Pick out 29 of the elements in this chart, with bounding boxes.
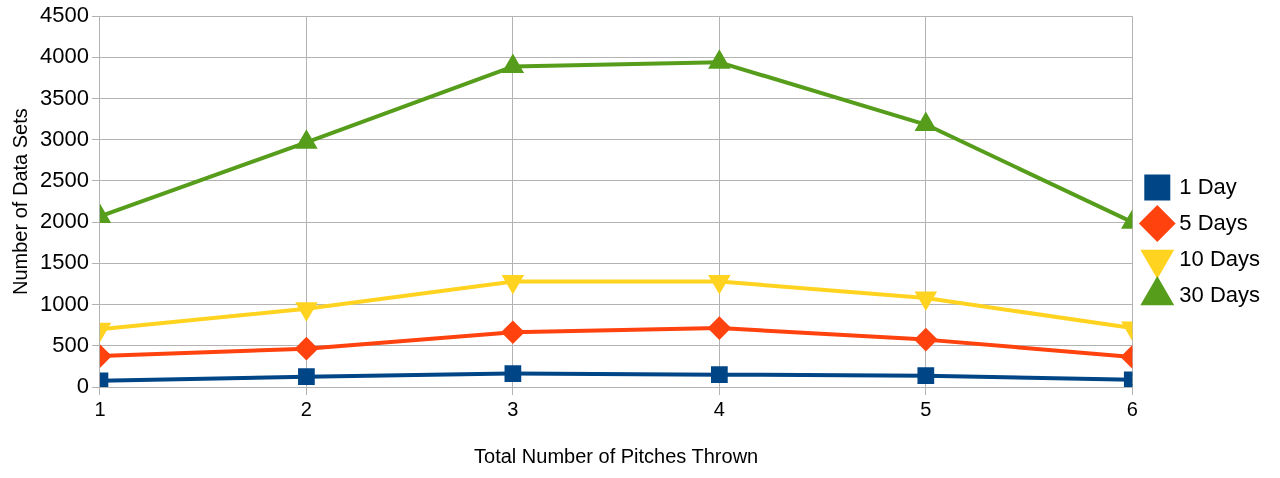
y-tick-label: 4000 [39,43,89,69]
y-tick-label: 1500 [39,249,89,275]
y-tick-label: 3000 [39,125,89,151]
point [708,317,731,340]
x-axis-title: Total Number of Pitches Thrown [474,444,759,467]
legend-label: 1 Day [1179,173,1237,199]
point [504,365,522,382]
x-tick-label: 2 [300,397,312,420]
y-tick-label: 2500 [39,167,89,193]
y-tick-label: 1000 [39,290,89,316]
point [503,55,523,73]
legend-label: 10 Days [1179,245,1261,271]
legend-label: 30 Days [1179,281,1261,307]
point [501,321,524,344]
y-tick-label: 0 [76,373,89,399]
x-tick-label: 1 [94,397,106,420]
x-tick-label: 4 [713,397,725,420]
point [914,111,936,132]
x-tick-label: 6 [1126,397,1138,420]
y-tick-label: 4500 [39,2,89,28]
y-tick-label: 3500 [39,84,89,110]
x-tick-label: 3 [507,397,519,420]
legend-label: 5 Days [1179,209,1248,235]
y-tick-label: 2000 [39,208,89,234]
point [710,366,728,383]
point [709,51,730,69]
y-tick-label: 500 [52,331,89,357]
y-axis-title: Number of Data Sets [8,108,31,295]
x-tick-label: 5 [920,397,932,420]
